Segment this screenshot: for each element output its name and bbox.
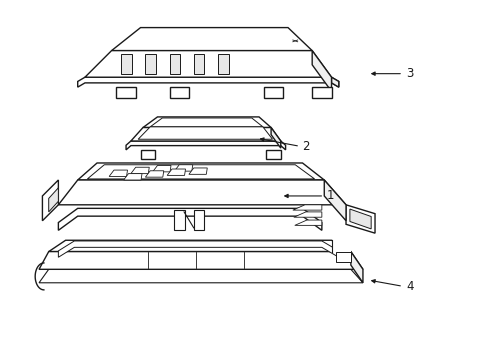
Polygon shape	[42, 180, 58, 221]
Polygon shape	[39, 252, 362, 269]
Polygon shape	[142, 117, 270, 127]
Polygon shape	[123, 174, 142, 180]
Polygon shape	[324, 180, 346, 221]
Polygon shape	[292, 205, 321, 210]
Polygon shape	[145, 54, 156, 75]
Polygon shape	[39, 269, 362, 283]
Polygon shape	[131, 127, 280, 141]
Polygon shape	[87, 165, 314, 179]
Polygon shape	[193, 210, 204, 230]
Polygon shape	[188, 168, 207, 174]
Polygon shape	[349, 209, 370, 229]
Polygon shape	[293, 212, 321, 217]
Polygon shape	[167, 169, 185, 175]
Polygon shape	[270, 127, 280, 148]
Polygon shape	[265, 150, 280, 159]
Polygon shape	[331, 77, 338, 87]
Polygon shape	[121, 54, 132, 75]
Polygon shape	[331, 240, 350, 252]
Polygon shape	[49, 188, 58, 212]
Polygon shape	[58, 208, 321, 230]
Polygon shape	[346, 205, 374, 233]
Polygon shape	[218, 54, 228, 75]
Polygon shape	[116, 87, 136, 98]
Polygon shape	[109, 170, 127, 176]
Polygon shape	[193, 54, 204, 75]
Polygon shape	[111, 28, 311, 51]
Polygon shape	[169, 54, 180, 75]
Polygon shape	[140, 150, 155, 159]
Text: 2: 2	[302, 140, 309, 153]
Polygon shape	[294, 220, 321, 225]
Polygon shape	[174, 210, 184, 230]
Polygon shape	[311, 51, 331, 91]
Polygon shape	[174, 165, 192, 171]
Polygon shape	[311, 87, 331, 98]
Polygon shape	[145, 171, 163, 177]
Polygon shape	[78, 77, 338, 87]
Polygon shape	[131, 167, 149, 174]
Polygon shape	[78, 163, 324, 180]
Polygon shape	[152, 166, 171, 172]
Text: 1: 1	[326, 189, 333, 202]
Polygon shape	[85, 51, 331, 77]
Text: 3: 3	[406, 67, 413, 80]
Text: 4: 4	[406, 280, 413, 293]
Polygon shape	[58, 180, 346, 205]
Polygon shape	[126, 141, 285, 150]
Polygon shape	[169, 87, 188, 98]
Polygon shape	[264, 87, 283, 98]
Polygon shape	[49, 240, 350, 252]
Polygon shape	[58, 241, 338, 257]
Polygon shape	[336, 252, 350, 261]
Polygon shape	[350, 252, 362, 283]
Polygon shape	[150, 118, 263, 127]
Polygon shape	[138, 127, 272, 139]
